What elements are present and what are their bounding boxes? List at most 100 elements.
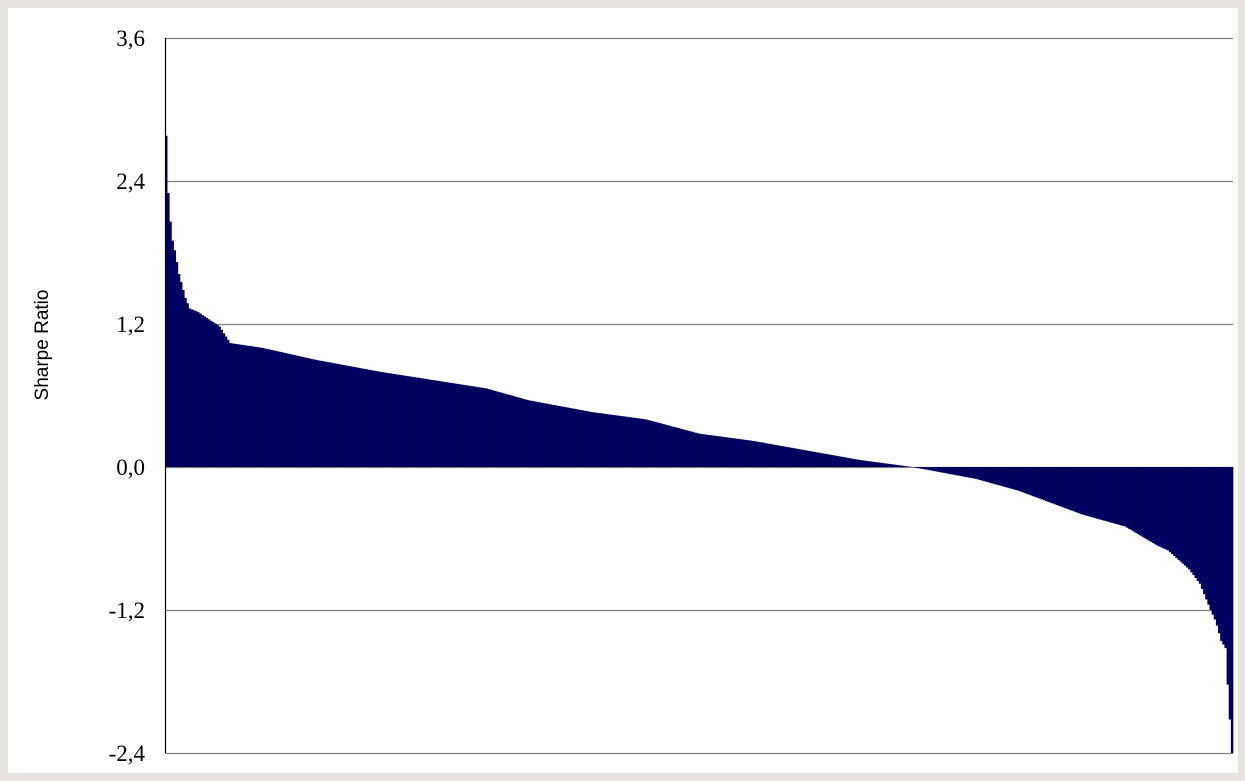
bar-158 bbox=[502, 393, 505, 467]
bar-483 bbox=[1196, 467, 1200, 581]
bar-290 bbox=[784, 446, 787, 467]
bar-489 bbox=[1209, 467, 1212, 610]
bar-230 bbox=[656, 422, 659, 467]
bar-197 bbox=[585, 411, 589, 467]
bar-386 bbox=[989, 467, 992, 483]
sharpe-ratio-chart: 3,6 2,4 1,2 0,0 -1,2 -2,4 Sharpe Ratio bbox=[32, 26, 1234, 766]
bar-34 bbox=[237, 344, 241, 467]
bar-136 bbox=[455, 383, 458, 467]
bar-425 bbox=[1072, 467, 1076, 512]
bar-22 bbox=[211, 322, 215, 467]
bar-242 bbox=[681, 429, 685, 467]
bar-249 bbox=[696, 433, 700, 467]
bar-485 bbox=[1200, 467, 1204, 589]
bar-152 bbox=[489, 389, 493, 467]
bar-380 bbox=[976, 467, 980, 480]
bar-405 bbox=[1030, 467, 1033, 496]
bar-283 bbox=[769, 444, 772, 467]
bar-439 bbox=[1102, 467, 1106, 521]
bar-33 bbox=[235, 344, 238, 467]
bar-65 bbox=[303, 357, 307, 467]
bar-58 bbox=[288, 354, 292, 467]
bar-220 bbox=[634, 418, 638, 467]
bar-461 bbox=[1149, 467, 1153, 542]
bar-379 bbox=[974, 467, 978, 479]
bar-323 bbox=[854, 459, 858, 467]
bar-265 bbox=[731, 438, 734, 467]
bar-442 bbox=[1109, 467, 1112, 523]
bar-73 bbox=[320, 361, 324, 467]
bar-213 bbox=[619, 416, 623, 467]
bar-486 bbox=[1203, 467, 1206, 595]
bar-236 bbox=[669, 425, 672, 467]
bar-311 bbox=[829, 454, 832, 467]
bar-409 bbox=[1038, 467, 1042, 499]
bar-361 bbox=[936, 467, 939, 472]
y-tick-label-4: -1,2 bbox=[109, 598, 145, 623]
bar-328 bbox=[865, 460, 869, 467]
bar-460 bbox=[1147, 467, 1151, 541]
bar-384 bbox=[985, 467, 988, 482]
bar-126 bbox=[434, 380, 437, 467]
bar-59 bbox=[291, 354, 294, 467]
bar-487 bbox=[1205, 467, 1208, 600]
bar-292 bbox=[788, 447, 792, 467]
bar-309 bbox=[825, 453, 828, 467]
bar-116 bbox=[412, 377, 416, 467]
bar-133 bbox=[449, 382, 452, 467]
bar-402 bbox=[1023, 467, 1027, 494]
bar-365 bbox=[944, 467, 948, 474]
bar-214 bbox=[622, 416, 625, 467]
bar-272 bbox=[745, 440, 749, 467]
bar-251 bbox=[701, 434, 704, 467]
bar-248 bbox=[694, 432, 698, 467]
bar-117 bbox=[414, 377, 418, 467]
bar-253 bbox=[705, 434, 708, 467]
bar-424 bbox=[1070, 467, 1074, 511]
bar-137 bbox=[457, 384, 461, 467]
bar-325 bbox=[859, 460, 862, 467]
bar-278 bbox=[758, 442, 762, 467]
bar-86 bbox=[348, 366, 352, 467]
bar-396 bbox=[1010, 467, 1014, 489]
bar-330 bbox=[869, 461, 873, 467]
bar-29 bbox=[226, 339, 230, 467]
bar-466 bbox=[1160, 467, 1163, 548]
bar-155 bbox=[496, 391, 499, 467]
bar-111 bbox=[402, 375, 405, 467]
bar-202 bbox=[596, 412, 599, 467]
bar-217 bbox=[628, 417, 631, 467]
bar-129 bbox=[440, 381, 444, 467]
bar-103 bbox=[385, 372, 388, 467]
bar-446 bbox=[1117, 467, 1121, 525]
bar-177 bbox=[543, 403, 546, 467]
bar-109 bbox=[397, 374, 401, 467]
bar-264 bbox=[728, 437, 732, 467]
bar-412 bbox=[1045, 467, 1048, 502]
bar-182 bbox=[553, 405, 557, 467]
bar-101 bbox=[380, 372, 384, 467]
bar-247 bbox=[692, 432, 696, 467]
gridlines bbox=[165, 37, 1233, 755]
bar-319 bbox=[846, 457, 849, 467]
bar-234 bbox=[664, 424, 668, 467]
bar-130 bbox=[442, 381, 446, 467]
bar-167 bbox=[521, 398, 525, 467]
bar-375 bbox=[966, 467, 969, 478]
bar-17 bbox=[201, 314, 204, 467]
bar-147 bbox=[478, 387, 482, 467]
bar-44 bbox=[258, 347, 262, 467]
bar-492 bbox=[1215, 467, 1219, 626]
bar-210 bbox=[613, 415, 617, 467]
bar-32 bbox=[233, 343, 236, 467]
bar-443 bbox=[1111, 467, 1114, 523]
bar-18 bbox=[203, 316, 206, 467]
bar-66 bbox=[305, 357, 309, 467]
bar-275 bbox=[752, 440, 755, 467]
bar-398 bbox=[1015, 467, 1018, 491]
bar-92 bbox=[361, 368, 364, 467]
bar-445 bbox=[1115, 467, 1119, 525]
bar-331 bbox=[872, 461, 875, 467]
bar-368 bbox=[951, 467, 954, 475]
bar-131 bbox=[444, 382, 448, 467]
